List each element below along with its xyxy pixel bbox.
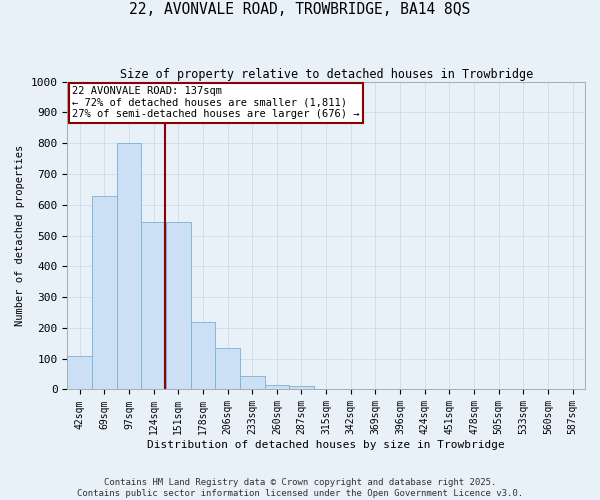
Text: 22, AVONVALE ROAD, TROWBRIDGE, BA14 8QS: 22, AVONVALE ROAD, TROWBRIDGE, BA14 8QS (130, 2, 470, 18)
Bar (240, 376, 265, 390)
Text: Contains HM Land Registry data © Crown copyright and database right 2025.
Contai: Contains HM Land Registry data © Crown c… (77, 478, 523, 498)
Bar (141, 222, 166, 390)
Bar (67, 356, 92, 390)
Bar (191, 322, 215, 390)
X-axis label: Distribution of detached houses by size in Trowbridge: Distribution of detached houses by size … (147, 440, 505, 450)
Title: Size of property relative to detached houses in Trowbridge: Size of property relative to detached ho… (119, 68, 533, 80)
Bar (215, 348, 240, 390)
Bar (92, 196, 116, 390)
Bar (116, 143, 141, 390)
Bar (289, 386, 314, 390)
Bar (265, 385, 289, 390)
Y-axis label: Number of detached properties: Number of detached properties (15, 145, 25, 326)
Bar (166, 222, 191, 390)
Text: 22 AVONVALE ROAD: 137sqm
← 72% of detached houses are smaller (1,811)
27% of sem: 22 AVONVALE ROAD: 137sqm ← 72% of detach… (73, 86, 360, 120)
